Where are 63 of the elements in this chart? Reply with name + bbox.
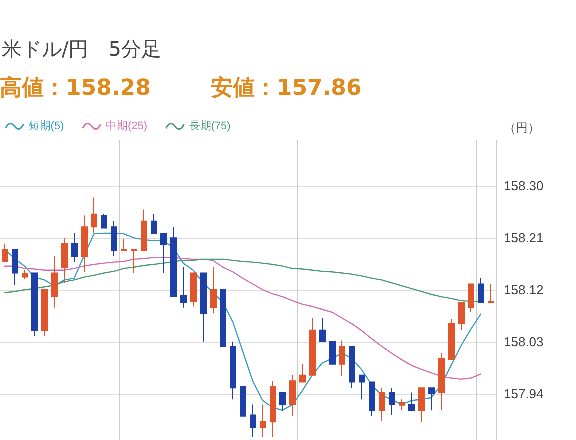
candlestick xyxy=(170,226,177,298)
candlestick xyxy=(428,388,435,412)
candlestick xyxy=(250,404,256,438)
candlestick xyxy=(399,399,405,412)
legend-label: 長期(75) xyxy=(189,120,231,132)
candlestick xyxy=(200,272,207,342)
candlestick xyxy=(289,374,296,417)
candlestick xyxy=(51,255,58,308)
candlestick xyxy=(458,302,465,331)
candlestick xyxy=(190,272,197,308)
candlestick xyxy=(349,346,355,389)
candlestick xyxy=(91,197,97,234)
candlestick xyxy=(121,238,127,252)
candlestick xyxy=(230,341,236,400)
text: 高値：158.28 xyxy=(0,74,151,103)
legend-label: 中期(25) xyxy=(106,120,148,132)
candlestick xyxy=(319,318,326,342)
candlestick xyxy=(22,270,28,280)
candlestick xyxy=(151,214,157,234)
candlestick xyxy=(369,382,375,417)
candlestick xyxy=(260,404,266,438)
y-tick-label: 157.94 xyxy=(504,386,544,402)
candlestick xyxy=(408,392,415,412)
y-tick-label: 158.03 xyxy=(504,334,544,350)
candlestick xyxy=(270,380,276,438)
candlestick xyxy=(111,220,117,256)
candlestick xyxy=(12,249,18,286)
candlestick xyxy=(31,272,38,337)
candlestick xyxy=(240,386,246,417)
candlestick xyxy=(418,388,425,423)
candlestick xyxy=(279,392,286,412)
candlestick xyxy=(478,278,484,304)
candlestick xyxy=(448,318,455,360)
y-axis-title: （円） xyxy=(504,121,540,135)
candlestick xyxy=(438,352,445,412)
candlestick xyxy=(2,243,8,262)
candlestick xyxy=(71,232,78,263)
chart-title: 米ドル/円 5分足 xyxy=(1,36,162,63)
candlestick xyxy=(61,238,68,284)
candlestick xyxy=(41,290,48,337)
candlestick xyxy=(131,249,137,274)
candlestick xyxy=(81,215,88,273)
y-tick-label: 158.12 xyxy=(504,282,544,298)
candlestick xyxy=(379,388,385,422)
candlestick xyxy=(160,232,167,274)
candlestick xyxy=(220,290,226,348)
text: 安値：157.86 xyxy=(210,74,362,103)
y-tick-label: 158.21 xyxy=(504,230,544,246)
candlestick xyxy=(210,267,217,314)
candlestick xyxy=(488,284,494,304)
candlestick xyxy=(468,284,474,313)
candlestick xyxy=(101,214,107,229)
y-tick-label: 158.30 xyxy=(504,178,544,194)
candlestick xyxy=(309,318,316,376)
legend-label: 短期(5) xyxy=(28,120,64,132)
candlestick xyxy=(180,267,187,308)
candlestick xyxy=(359,374,365,400)
candlestick xyxy=(141,209,147,252)
candlestick xyxy=(339,340,345,378)
line-series xyxy=(4,257,482,380)
candlestick xyxy=(329,341,336,365)
candlestick xyxy=(389,388,395,416)
candlestick xyxy=(299,364,306,383)
